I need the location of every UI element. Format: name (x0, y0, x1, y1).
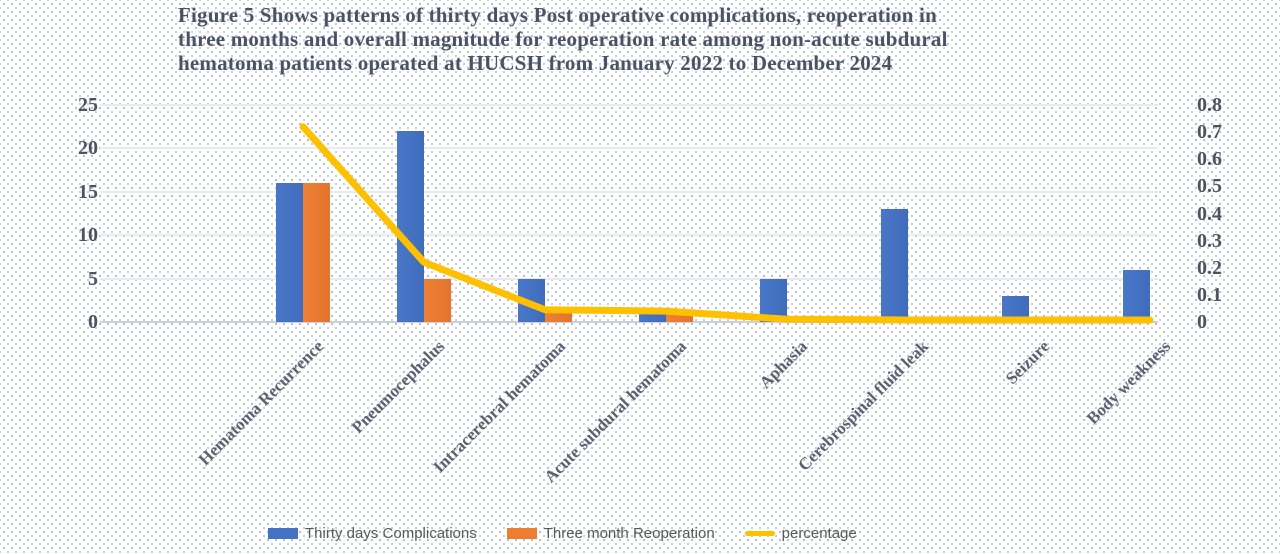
legend-item-thirty-days: Thirty days Complications (268, 525, 477, 542)
right-axis-tick-label: 0.8 (1197, 94, 1222, 116)
legend: Thirty days Complications Three month Re… (268, 522, 857, 544)
right-axis-tick-label: 0 (1197, 311, 1207, 333)
left-axis-tick-label: 15 (78, 180, 98, 203)
bar-thirty-days-complications (639, 313, 666, 322)
x-axis-category-label: Intracerebral hematoma (429, 336, 570, 477)
left-axis-tick-label: 20 (78, 137, 98, 160)
right-axis-tick-label: 0.3 (1197, 229, 1222, 252)
left-axis-tick-label: 10 (78, 224, 98, 247)
chart-title-line-3: hematoma patients operated at HUCSH from… (178, 51, 893, 75)
x-axis-category-label: Acute subdural hematoma (540, 336, 691, 487)
right-axis-tick-label: 0.4 (1197, 202, 1222, 225)
left-axis-tick-label: 0 (88, 311, 98, 333)
gridline (100, 104, 1158, 106)
left-axis-tick-label: 25 (78, 94, 98, 116)
bar-three-month-reoperation (666, 313, 693, 322)
bar-three-month-reoperation (303, 183, 330, 322)
chart-title-line-2: three months and overall magnitude for r… (178, 27, 948, 51)
x-axis-category-label: Pneumocephalus (347, 336, 449, 437)
right-axis-tick-label: 0.7 (1197, 121, 1222, 144)
left-axis-tick-label: 5 (88, 267, 98, 290)
gridline (100, 234, 1158, 237)
bar-thirty-days-complications (1002, 295, 1029, 322)
gridline (100, 147, 1158, 150)
x-axis-category-label: Seizure (1001, 336, 1054, 388)
legend-label-thirty-days: Thirty days Complications (305, 524, 477, 542)
legend-label-percentage: percentage (781, 524, 857, 542)
bar-thirty-days-complications (760, 278, 787, 322)
orange-bar-swatch-icon (506, 527, 537, 539)
right-axis-tick-label: 0.1 (1197, 283, 1222, 306)
legend-item-percentage: percentage (744, 524, 857, 542)
bar-thirty-days-complications (1123, 269, 1150, 322)
chart-title: Figure 5 Shows patterns of thirty days P… (178, 3, 1188, 75)
bar-three-month-reoperation (545, 313, 572, 322)
x-axis-category-label: Body weakness (1082, 336, 1175, 428)
blue-bar-swatch-icon (268, 527, 298, 539)
yellow-line-swatch-icon (744, 530, 775, 536)
right-axis-tick-label: 0.5 (1197, 175, 1222, 198)
gridline (100, 277, 1158, 280)
chart-title-line-1: Figure 5 Shows patterns of thirty days P… (178, 3, 937, 27)
bar-thirty-days-complications (276, 183, 303, 322)
x-axis-line (100, 321, 1158, 323)
legend-label-three-month: Three month Reoperation (543, 524, 715, 542)
right-axis-tick-label: 0.2 (1197, 256, 1222, 279)
gridline (100, 190, 1158, 193)
legend-item-three-month: Three month Reoperation (506, 524, 715, 542)
bar-three-month-reoperation (424, 278, 451, 322)
x-axis-category-label: Aphasia (755, 336, 812, 393)
bar-thirty-days-complications (881, 209, 908, 322)
right-axis-tick-label: 0.6 (1197, 148, 1222, 171)
x-axis-category-label: Hematoma Recurrence (194, 336, 328, 470)
x-axis-category-label: Cerebrospinal fluid leak (794, 336, 933, 475)
bar-thirty-days-complications (518, 278, 545, 322)
bar-thirty-days-complications (397, 131, 424, 322)
